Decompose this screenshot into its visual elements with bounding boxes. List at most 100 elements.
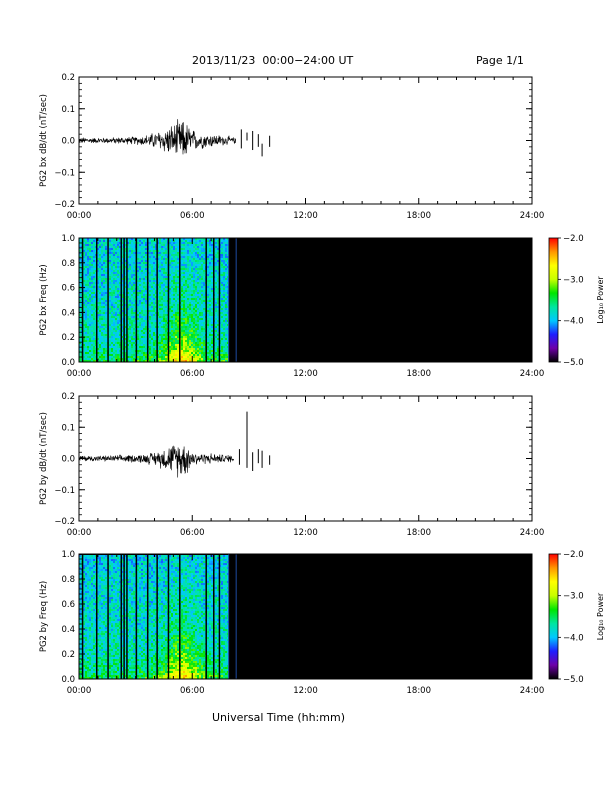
spectrogram-cell: [185, 284, 187, 286]
spectrogram-cell: [137, 268, 139, 270]
spectrogram-cell: [89, 350, 91, 352]
spectrogram-cell: [203, 270, 205, 272]
spectrogram-cell: [189, 354, 191, 356]
spectrogram-cell: [183, 268, 185, 270]
spectrogram-cell: [185, 320, 187, 322]
spectrogram-cell: [177, 314, 179, 316]
spectrogram-cell: [193, 252, 195, 254]
spectrogram-cell: [131, 274, 133, 276]
spectrogram-cell: [113, 286, 115, 288]
spectrogram-cell: [159, 314, 161, 316]
spectrogram-cell: [183, 350, 185, 352]
spectrogram-cell: [119, 318, 121, 320]
spectrogram-cell: [87, 294, 89, 296]
spectrogram-cell: [133, 328, 135, 330]
spectrogram-cell: [153, 338, 155, 340]
spectrogram-cell: [133, 330, 135, 332]
spectrogram-cell: [145, 250, 147, 252]
spectrogram-cell: [139, 258, 141, 260]
spectrogram-cell: [163, 304, 165, 306]
spectrogram-cell: [207, 272, 209, 274]
spectrogram-cell: [83, 334, 85, 336]
spectrogram-cell: [113, 318, 115, 320]
spectrogram-cell: [85, 302, 87, 304]
spectrogram-cell: [133, 264, 135, 266]
spectrogram-cell: [139, 280, 141, 282]
spectrogram-cell: [105, 270, 107, 272]
spectrogram-cell: [203, 264, 205, 266]
spectrogram-cell: [101, 302, 103, 304]
spectrogram-cell: [143, 360, 145, 362]
spectrogram-cell: [193, 290, 195, 292]
spectrogram-cell: [145, 330, 147, 332]
spectrogram-cell: [137, 342, 139, 344]
spectrogram-cell: [211, 286, 213, 288]
spectrogram-cell: [217, 278, 219, 280]
spectrogram-cell: [91, 256, 93, 258]
spectrogram-cell: [165, 244, 167, 246]
spectrogram-cell: [127, 358, 129, 360]
spectrogram-cell: [217, 318, 219, 320]
spectrogram-cell: [103, 328, 105, 330]
spectrogram-cell: [115, 356, 117, 358]
spectrogram-cell: [159, 356, 161, 358]
spectrogram-cell: [203, 318, 205, 320]
spectrogram-cell: [131, 358, 133, 360]
spectrogram-cell: [197, 326, 199, 328]
spectrogram-cell: [127, 344, 129, 346]
spectrogram-cell: [193, 270, 195, 272]
spectrogram-cell: [169, 324, 171, 326]
spectrogram-cell: [173, 288, 175, 290]
spectrogram-cell: [169, 300, 171, 302]
spectrogram-cell: [185, 282, 187, 284]
spectrogram-cell: [89, 242, 91, 244]
spectrogram-cell: [103, 244, 105, 246]
spectrogram-cell: [131, 336, 133, 338]
spectrogram-cell: [227, 266, 229, 268]
spectrogram-cell: [137, 290, 139, 292]
spectrogram-cell: [145, 340, 147, 342]
spectrogram-cell: [83, 330, 85, 332]
spectrogram-cell: [177, 244, 179, 246]
spectrogram-cell: [131, 272, 133, 274]
spectrogram-cell: [177, 242, 179, 244]
spectrogram-cell: [151, 346, 153, 348]
spectrogram-cell: [169, 292, 171, 294]
spectrogram-cell: [225, 318, 227, 320]
spectrogram-cell: [153, 348, 155, 350]
spectrogram-cell: [181, 316, 183, 318]
spectrogram-cell: [171, 242, 173, 244]
spectrogram-cell: [127, 310, 129, 312]
spectrogram-cell: [215, 276, 217, 278]
spectrogram-cell: [115, 242, 117, 244]
spectrogram-cell: [217, 348, 219, 350]
spectrogram-cell: [125, 288, 127, 290]
spectrogram-cell: [143, 276, 145, 278]
spectrogram-cell: [125, 260, 127, 262]
spectrogram-cell: [227, 360, 229, 362]
spectrogram-cell: [207, 348, 209, 350]
data-gap: [156, 238, 158, 362]
spectrogram-cell: [127, 254, 129, 256]
spectrogram-cell: [131, 344, 133, 346]
spectrogram-cell: [195, 282, 197, 284]
spectrogram-cell: [211, 242, 213, 244]
spectrogram-cell: [125, 248, 127, 250]
spectrogram-cell: [155, 330, 157, 332]
spectrogram-cell: [187, 360, 189, 362]
spectrogram-cell: [165, 336, 167, 338]
spectrogram-cell: [169, 338, 171, 340]
spectrogram-cell: [173, 306, 175, 308]
spectrogram-cell: [91, 278, 93, 280]
spectrogram-cell: [171, 270, 173, 272]
spectrogram-cell: [193, 276, 195, 278]
spectrogram-cell: [225, 260, 227, 262]
spectrogram-cell: [187, 298, 189, 300]
spectrogram-cell: [129, 310, 131, 312]
spectrogram-cell: [197, 250, 199, 252]
spectrogram-cell: [185, 260, 187, 262]
spectrogram-cell: [137, 298, 139, 300]
spectrogram-cell: [129, 316, 131, 318]
spectrogram-cell: [171, 358, 173, 360]
spectrogram-cell: [215, 318, 217, 320]
